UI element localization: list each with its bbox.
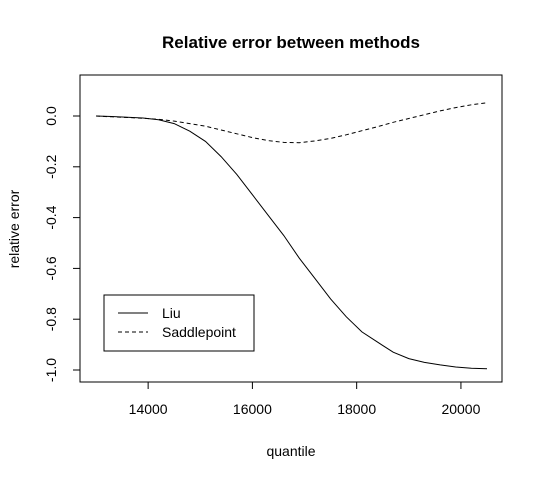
chart-title: Relative error between methods bbox=[162, 33, 420, 52]
legend-label: Liu bbox=[162, 305, 181, 321]
x-tick-label: 18000 bbox=[337, 401, 376, 417]
y-axis: 0.0 -0.2 -0.4 -0.6 -0.8 -1.0 bbox=[43, 106, 81, 382]
x-tick-label: 14000 bbox=[129, 401, 168, 417]
series-line-liu bbox=[95, 115, 488, 370]
legend-label: Saddlepoint bbox=[162, 324, 236, 340]
y-axis-label: relative error bbox=[6, 189, 22, 268]
legend: Liu Saddlepoint bbox=[103, 294, 255, 352]
series-group bbox=[95, 102, 488, 370]
y-tick-label: -0.6 bbox=[43, 256, 59, 280]
y-tick-label: 0.0 bbox=[43, 106, 59, 126]
x-tick-label: 20000 bbox=[441, 401, 480, 417]
y-tick-label: -0.4 bbox=[43, 205, 59, 229]
y-tick-label: -1.0 bbox=[43, 358, 59, 382]
y-tick-label: -0.8 bbox=[43, 307, 59, 331]
plot-area bbox=[79, 74, 503, 383]
y-tick-label: -0.2 bbox=[43, 155, 59, 179]
legend-box bbox=[103, 294, 255, 352]
x-axis-label: quantile bbox=[266, 443, 315, 459]
x-axis: 14000 16000 18000 20000 bbox=[129, 381, 481, 417]
series-line-saddlepoint bbox=[95, 102, 488, 144]
x-tick-label: 16000 bbox=[233, 401, 272, 417]
